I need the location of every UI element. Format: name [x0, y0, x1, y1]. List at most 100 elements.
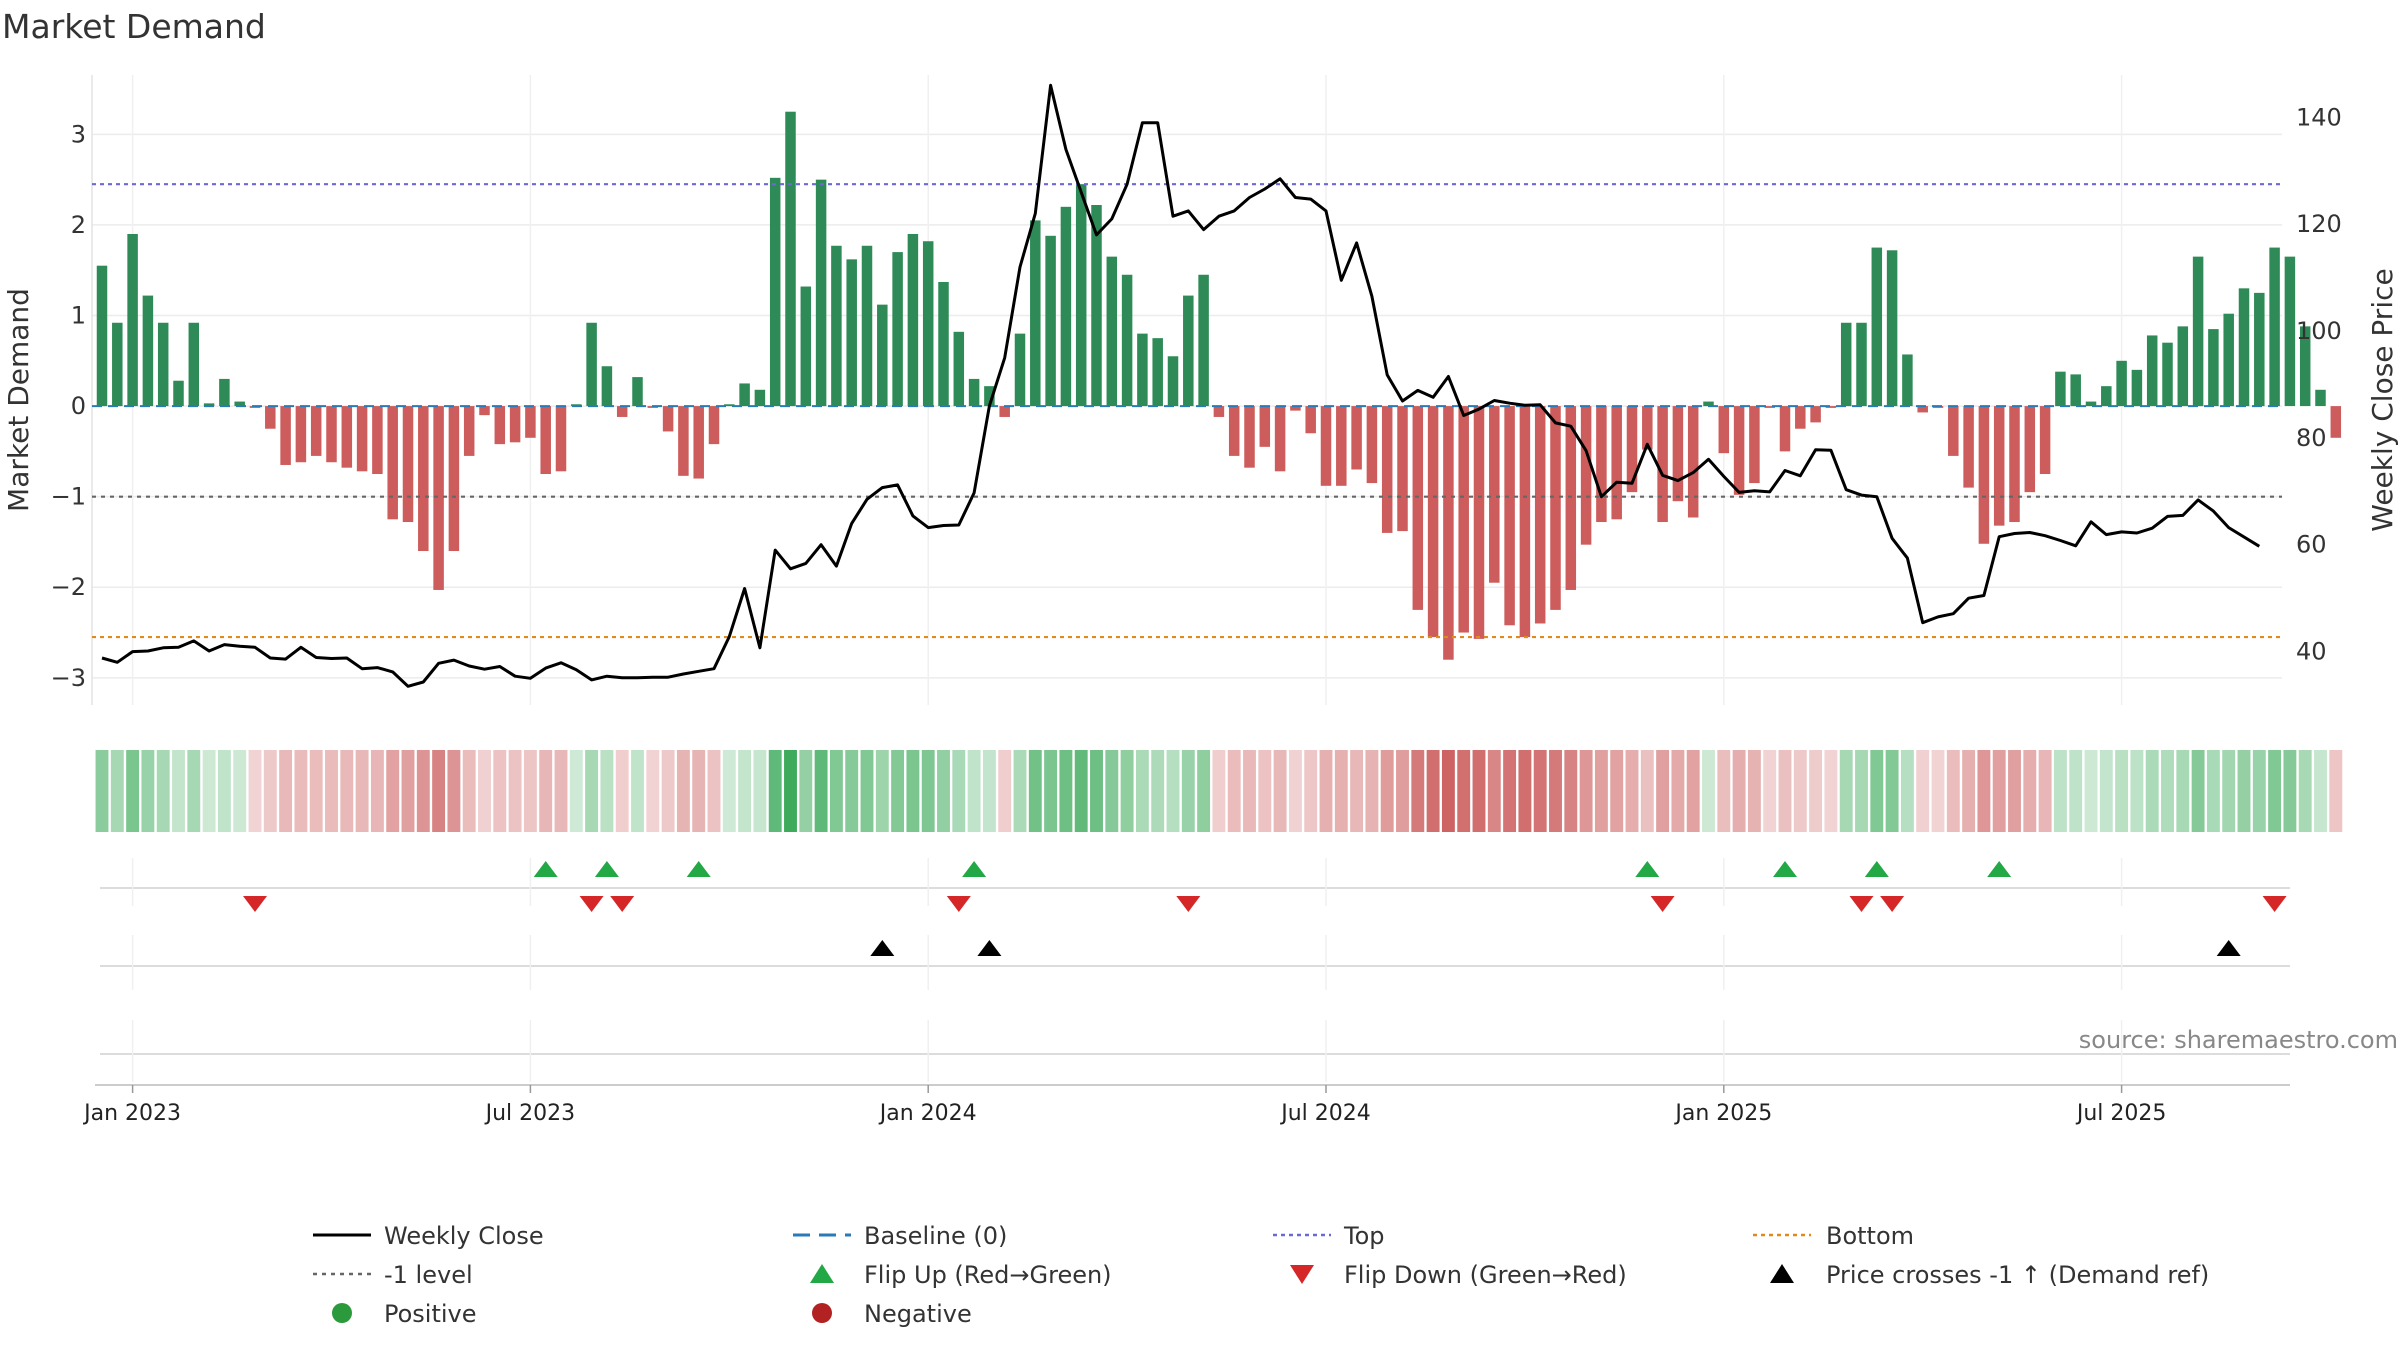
heat-cell-negative	[1626, 750, 1639, 832]
demand-bar-negative	[1474, 406, 1485, 639]
heat-cell-negative	[1549, 750, 1562, 832]
heat-cell-positive	[2314, 750, 2327, 832]
demand-bar-negative	[479, 406, 490, 415]
heat-cell-negative	[1503, 750, 1516, 832]
demand-bar-positive	[586, 323, 597, 406]
heat-cell-positive	[1167, 750, 1180, 832]
heat-cell-negative	[2023, 750, 2036, 832]
heat-cell-negative	[1473, 750, 1486, 832]
demand-bar-negative	[1780, 406, 1791, 451]
demand-bar-positive	[158, 323, 169, 406]
cross-marker	[977, 940, 1001, 956]
heat-cell-positive	[2146, 750, 2159, 832]
demand-bar-negative	[2040, 406, 2051, 474]
heat-cell-positive	[1105, 750, 1118, 832]
flip-up-marker	[962, 861, 986, 877]
heat-cell-negative	[1518, 750, 1531, 832]
heat-cell-positive	[815, 750, 828, 832]
flip-up-marker	[1987, 861, 2011, 877]
demand-bar-positive	[2223, 314, 2234, 406]
demand-bar-negative	[1596, 406, 1607, 522]
heat-cell-positive	[1121, 750, 1134, 832]
heat-cell-positive	[157, 750, 170, 832]
heat-cell-positive	[111, 750, 124, 832]
heat-cell-negative	[463, 750, 476, 832]
demand-bar-negative	[510, 406, 520, 442]
heat-cell-positive	[1840, 750, 1853, 832]
right-tick-label: 80	[2296, 424, 2327, 452]
legend-bottom-label: Bottom	[1826, 1222, 1914, 1250]
heat-cell-negative	[1993, 750, 2006, 832]
demand-bar-negative	[2025, 406, 2036, 492]
demand-bar-negative	[1336, 406, 1347, 486]
heat-cell-negative	[1457, 750, 1470, 832]
flip-down-marker	[2263, 896, 2287, 912]
heat-cell-negative	[1932, 750, 1945, 832]
heat-cell-negative	[1442, 750, 1455, 832]
demand-bar-positive	[1168, 356, 1179, 406]
heat-cell-positive	[2207, 750, 2220, 832]
demand-bar-negative	[433, 406, 444, 590]
market-demand-chart: Market Demand 3210−1−2−3 140120100806040…	[0, 0, 2400, 1350]
legend-cross-label: Price crosses -1 ↑ (Demand ref)	[1826, 1261, 2209, 1289]
heat-cell-negative	[1212, 750, 1225, 832]
heat-cell-positive	[2161, 750, 2174, 832]
heat-cell-positive	[2253, 750, 2266, 832]
heat-cell-positive	[233, 750, 246, 832]
heat-cell-positive	[2176, 750, 2189, 832]
heat-cell-negative	[1779, 750, 1792, 832]
demand-bar-negative	[1719, 406, 1730, 453]
heat-cell-negative	[1381, 750, 1394, 832]
heat-cell-positive	[570, 750, 583, 832]
demand-bar-negative	[1367, 406, 1378, 483]
left-tick-label: 1	[71, 302, 86, 330]
flip-up-marker	[1865, 861, 1889, 877]
heat-cell-positive	[2192, 750, 2205, 832]
heat-cell-positive	[968, 750, 981, 832]
demand-bar-positive	[2162, 343, 2173, 406]
flip-up-marker	[595, 861, 619, 877]
heat-cell-negative	[2039, 750, 2052, 832]
left-tick-label: −3	[51, 664, 86, 692]
demand-bar-negative	[1382, 406, 1393, 533]
demand-bar-negative	[1810, 406, 1821, 422]
demand-bar-positive	[938, 282, 949, 406]
heat-cell-negative	[1962, 750, 1975, 832]
heat-cell-negative	[1411, 750, 1424, 832]
heat-cell-negative	[677, 750, 690, 832]
heat-cell-positive	[1855, 750, 1868, 832]
heat-cell-positive	[1044, 750, 1057, 832]
demand-bar-positive	[143, 296, 154, 407]
demand-bar-negative	[1581, 406, 1592, 545]
heat-cell-negative	[1289, 750, 1302, 832]
left-tick-label: 2	[71, 211, 86, 239]
demand-bar-positive	[112, 323, 123, 406]
legend-top-label: Top	[1343, 1222, 1385, 1250]
heat-cell-negative	[1641, 750, 1654, 832]
heat-cell-positive	[141, 750, 154, 832]
heat-cell-negative	[1488, 750, 1501, 832]
heat-cell-negative	[356, 750, 369, 832]
heat-cell-positive	[1870, 750, 1883, 832]
heat-cell-positive	[585, 750, 598, 832]
heat-cell-positive	[983, 750, 996, 832]
demand-bar-negative	[372, 406, 383, 474]
heat-cell-negative	[386, 750, 399, 832]
demand-bar-positive	[954, 332, 965, 406]
flip-event-track	[100, 858, 2290, 912]
demand-bar-positive	[831, 246, 842, 406]
heat-strip	[96, 750, 2343, 832]
source-note: source: sharemaestro.com	[2079, 1026, 2398, 1054]
chart-title: Market Demand	[2, 7, 266, 46]
demand-bar-positive	[1902, 354, 1913, 406]
heat-cell-negative	[708, 750, 721, 832]
heat-cell-positive	[203, 750, 216, 832]
demand-bar-positive	[632, 377, 643, 406]
demand-bar-negative	[556, 406, 567, 471]
right-tick-label: 140	[2296, 103, 2342, 131]
cross-marker	[2217, 940, 2241, 956]
demand-bar-positive	[189, 323, 200, 406]
heat-cell-negative	[325, 750, 338, 832]
heat-cell-positive	[2299, 750, 2312, 832]
heat-cell-negative	[478, 750, 491, 832]
